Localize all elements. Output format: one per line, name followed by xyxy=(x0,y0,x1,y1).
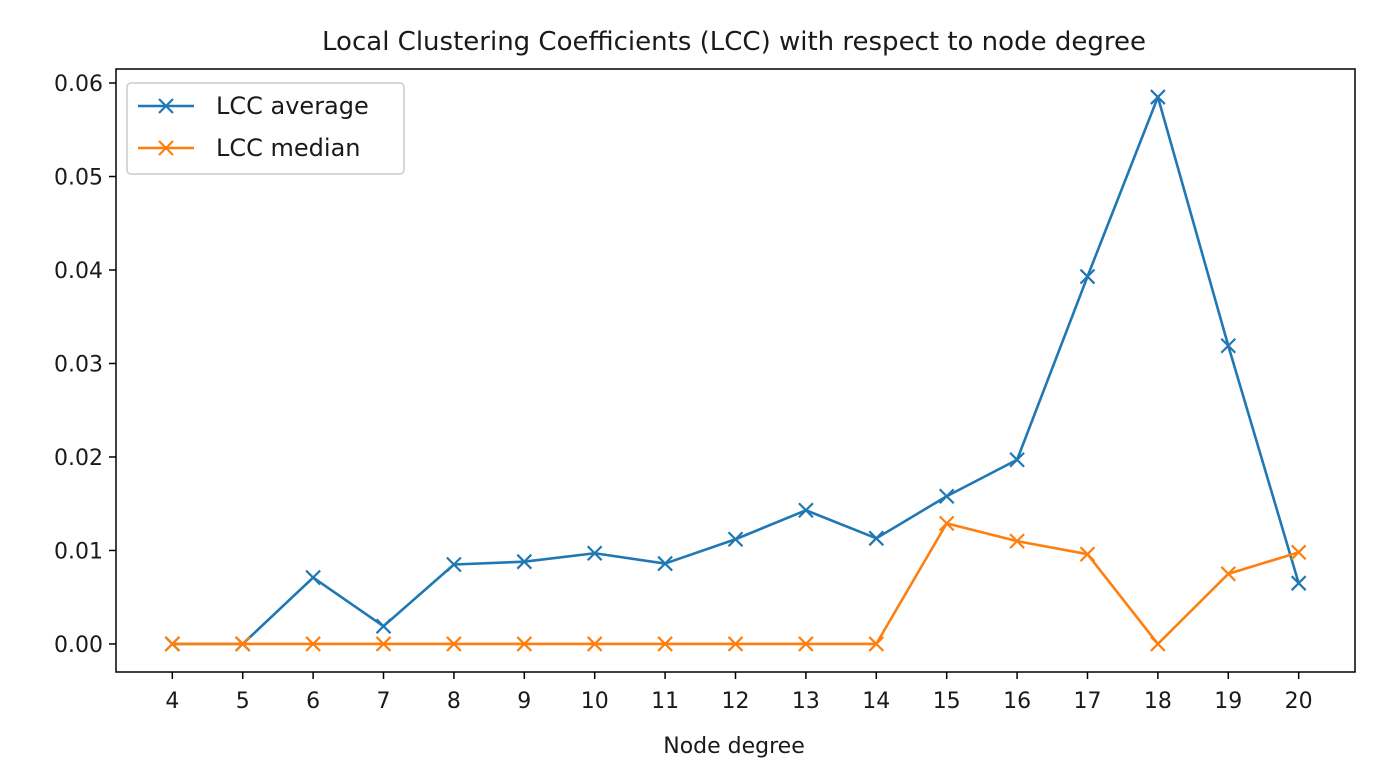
data-point-marker xyxy=(1009,452,1025,468)
y-tick-label: 0.03 xyxy=(54,352,103,377)
data-point-marker xyxy=(1009,533,1025,549)
data-point-marker xyxy=(938,515,955,532)
y-tick-label: 0.04 xyxy=(54,259,103,284)
y-tick-label: 0.06 xyxy=(54,72,103,97)
data-point-marker xyxy=(234,636,251,652)
legend-label-1: LCC median xyxy=(216,134,360,162)
data-point-marker xyxy=(516,553,533,570)
data-point-marker xyxy=(938,488,955,505)
x-axis: 4 5 6 7 8 9 10 11 12 13 14 15 16 17 18 19 20 xyxy=(165,672,1313,714)
data-point-marker xyxy=(1150,636,1166,652)
x-tick-label: 15 xyxy=(933,689,961,714)
data-point-marker xyxy=(164,636,181,652)
data-point-marker xyxy=(1150,89,1166,105)
chart-title: Local Clustering Coefficients (LCC) with… xyxy=(322,27,1146,57)
data-point-marker xyxy=(1290,575,1307,591)
data-point-marker xyxy=(868,636,885,652)
series-line-0 xyxy=(172,95,1300,646)
x-tick-label: 11 xyxy=(651,689,679,714)
series-layer xyxy=(164,89,1307,652)
x-tick-label: 18 xyxy=(1144,689,1172,714)
x-tick-label: 16 xyxy=(1003,689,1031,714)
data-point-marker xyxy=(798,636,814,652)
x-tick-label: 19 xyxy=(1214,689,1242,714)
x-tick-label: 12 xyxy=(722,689,750,714)
x-axis-label: Node degree xyxy=(663,734,805,759)
legend: LCC average LCC median xyxy=(126,82,405,175)
data-point-marker xyxy=(516,636,533,652)
data-point-marker xyxy=(1079,546,1096,562)
data-point-marker xyxy=(305,569,321,586)
y-tick-label: 0.00 xyxy=(54,633,103,658)
x-tick-label: 4 xyxy=(165,689,179,714)
data-point-marker xyxy=(727,531,744,548)
x-tick-label: 20 xyxy=(1285,689,1313,714)
y-tick-label: 0.05 xyxy=(54,166,103,191)
legend-marker-1 xyxy=(158,140,174,156)
data-point-marker xyxy=(446,556,462,573)
data-point-marker xyxy=(657,555,673,572)
data-point-marker xyxy=(586,545,603,562)
data-point-marker xyxy=(586,636,603,652)
data-point-marker xyxy=(305,636,321,652)
data-point-marker xyxy=(727,636,744,652)
data-point-marker xyxy=(657,636,673,652)
data-point-marker xyxy=(1079,268,1096,285)
legend-label-0: LCC average xyxy=(216,92,369,120)
data-point-marker xyxy=(446,636,462,652)
x-tick-label: 8 xyxy=(447,689,461,714)
data-point-marker xyxy=(1290,544,1307,561)
x-tick-label: 17 xyxy=(1073,689,1101,714)
x-tick-label: 14 xyxy=(862,689,890,714)
y-tick-label: 0.02 xyxy=(54,446,103,471)
legend-box xyxy=(126,82,405,175)
series-line-1 xyxy=(172,522,1300,646)
data-point-marker xyxy=(1220,337,1237,354)
x-tick-label: 7 xyxy=(377,689,391,714)
x-tick-label: 10 xyxy=(581,689,609,714)
x-tick-label: 9 xyxy=(517,689,531,714)
y-axis: 0.00 0.01 0.02 0.03 0.04 0.05 0.06 xyxy=(54,72,116,658)
data-point-marker xyxy=(375,636,392,652)
data-point-marker xyxy=(1220,566,1237,582)
data-point-marker xyxy=(375,618,392,634)
data-point-marker xyxy=(868,530,885,547)
data-point-marker xyxy=(798,502,814,519)
y-tick-label: 0.01 xyxy=(54,539,103,564)
x-tick-label: 6 xyxy=(306,689,320,714)
x-tick-label: 13 xyxy=(792,689,820,714)
legend-marker-0 xyxy=(158,98,174,114)
x-tick-label: 5 xyxy=(236,689,250,714)
